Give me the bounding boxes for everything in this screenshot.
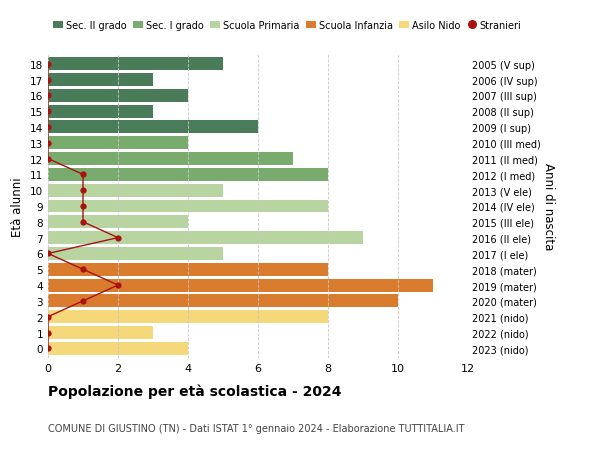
Bar — [48, 311, 328, 324]
Bar — [48, 247, 223, 260]
Y-axis label: Anni di nascita: Anni di nascita — [542, 163, 555, 250]
Bar — [48, 326, 153, 339]
Bar — [48, 232, 363, 245]
Text: Popolazione per età scolastica - 2024: Popolazione per età scolastica - 2024 — [48, 383, 341, 398]
Bar — [48, 295, 398, 308]
Y-axis label: Età alunni: Età alunni — [11, 177, 25, 236]
Bar — [48, 90, 188, 102]
Bar — [48, 58, 223, 71]
Bar — [48, 342, 188, 355]
Bar — [48, 137, 188, 150]
Bar — [48, 74, 153, 87]
Bar — [48, 168, 328, 181]
Bar — [48, 185, 223, 197]
Legend: Sec. II grado, Sec. I grado, Scuola Primaria, Scuola Infanzia, Asilo Nido, Stran: Sec. II grado, Sec. I grado, Scuola Prim… — [53, 21, 521, 31]
Bar — [48, 153, 293, 166]
Text: COMUNE DI GIUSTINO (TN) - Dati ISTAT 1° gennaio 2024 - Elaborazione TUTTITALIA.I: COMUNE DI GIUSTINO (TN) - Dati ISTAT 1° … — [48, 424, 464, 433]
Bar — [48, 279, 433, 292]
Bar — [48, 200, 328, 213]
Bar — [48, 121, 258, 134]
Bar — [48, 263, 328, 276]
Bar — [48, 216, 188, 229]
Bar — [48, 106, 153, 118]
